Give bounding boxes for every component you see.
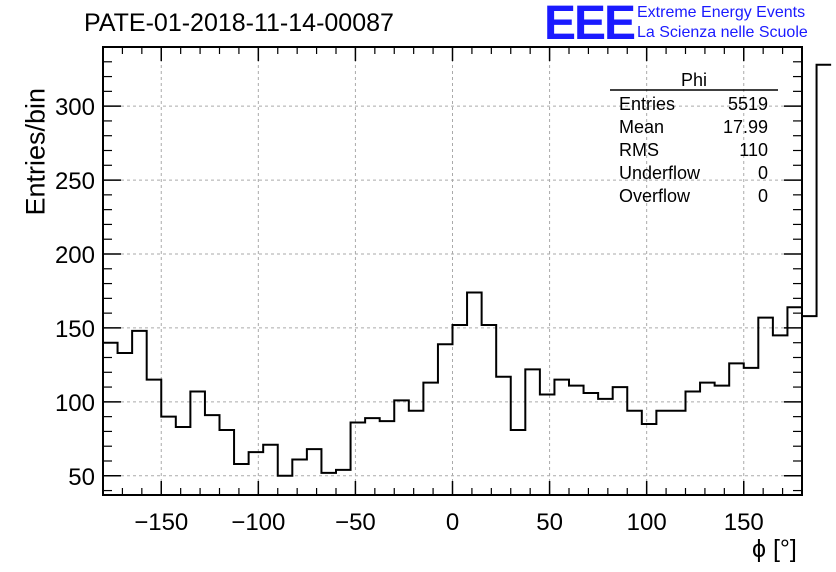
stats-value-mean: 17.99 [723,117,768,137]
stats-label-overflow: Overflow [619,186,691,206]
stats-value-overflow: 0 [758,186,768,206]
x-axis-label: ϕ [°] [752,535,797,563]
stats-value-underflow: 0 [758,163,768,183]
stats-value-entries: 5519 [728,94,768,114]
y-tick-label: 200 [55,242,95,269]
stats-label-underflow: Underflow [619,163,701,183]
y-tick-label: 100 [55,390,95,417]
stats-value-rms: 110 [739,140,768,160]
axis-ticks [102,46,803,495]
x-tick-label: 100 [627,509,667,536]
x-tick-label: −100 [231,509,285,536]
tick-labels: −150 −100 −50 0 50 100 150 50 100 150 200 250 300 [55,94,764,536]
y-tick-label: 50 [68,464,95,491]
run-title: PATE-01-2018-11-14-00087 [84,9,394,37]
stats-label-entries: Entries [619,94,675,114]
histogram-line [103,63,832,477]
stats-title: Phi [681,70,707,90]
eee-logo: EEE [544,0,636,50]
x-tick-label: −50 [335,509,376,536]
stats-box: Phi Entries 5519 Mean 17.99 RMS 110 Unde… [610,70,778,206]
x-tick-label: 50 [536,509,563,536]
logo-tagline-2: La Scienza nelle Scuole [637,24,808,41]
x-tick-label: 0 [446,509,459,536]
y-tick-label: 250 [55,168,95,195]
stats-label-rms: RMS [619,140,659,160]
grid [103,47,802,495]
y-tick-label: 150 [55,316,95,343]
x-tick-label: −150 [134,509,188,536]
logo-tagline-1: Extreme Energy Events [637,4,806,21]
stats-label-mean: Mean [619,117,664,137]
x-tick-label: 150 [724,509,764,536]
y-tick-label: 300 [55,94,95,121]
